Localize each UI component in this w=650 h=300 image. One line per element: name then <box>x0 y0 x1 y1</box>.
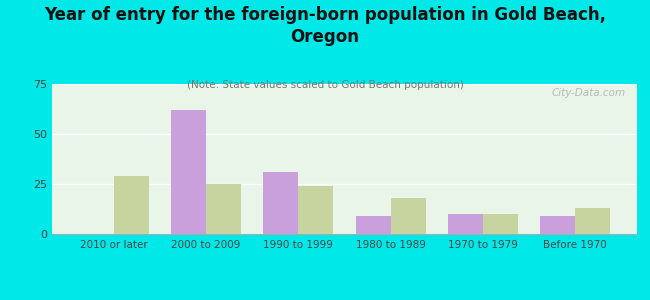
Bar <box>171 110 206 234</box>
Text: Year of entry for the foreign-born population in Gold Beach,
Oregon: Year of entry for the foreign-born popul… <box>44 6 606 46</box>
Text: (Note: State values scaled to Gold Beach population): (Note: State values scaled to Gold Beach… <box>187 80 463 89</box>
Legend: Gold Beach, Oregon: Gold Beach, Oregon <box>241 297 448 300</box>
Bar <box>298 186 333 234</box>
Bar <box>540 216 575 234</box>
Bar <box>483 214 518 234</box>
Bar <box>575 208 610 234</box>
Bar <box>114 176 149 234</box>
Bar <box>391 198 426 234</box>
Bar <box>263 172 298 234</box>
Text: City-Data.com: City-Data.com <box>551 88 625 98</box>
Bar <box>448 214 483 234</box>
Bar <box>356 216 391 234</box>
Bar <box>206 184 241 234</box>
